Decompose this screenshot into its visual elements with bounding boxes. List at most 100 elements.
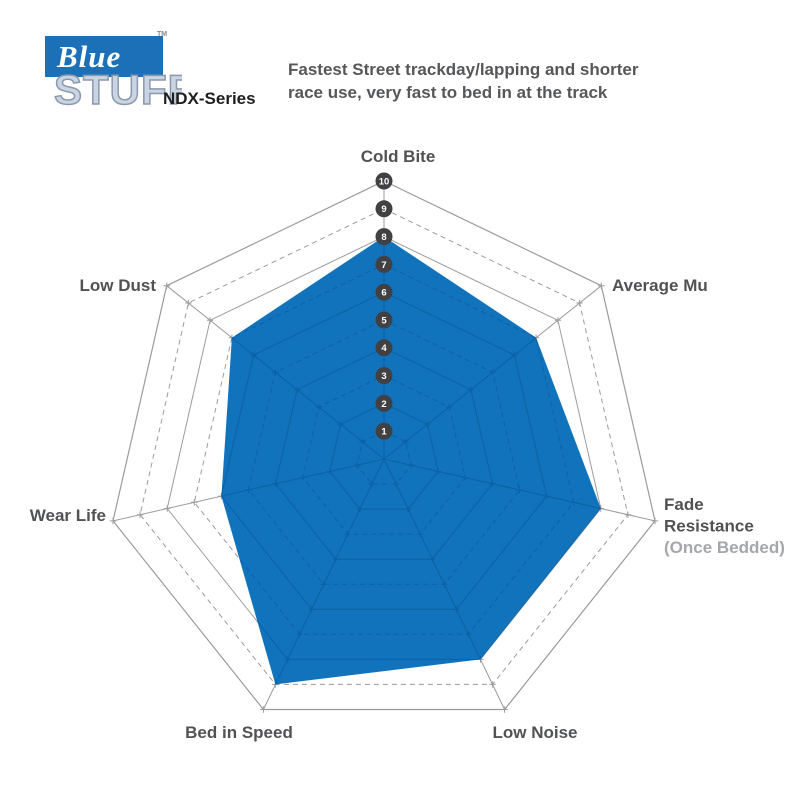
ring-tick-cross [489,369,496,376]
radar-ring [247,319,521,585]
ring-tick-cross [191,499,198,506]
axis-label: Bed in Speed [185,723,293,742]
description-line-2: race use, very fast to bed in at the tra… [288,83,608,102]
ring-tick-cross [435,468,442,475]
scale-circle [375,311,393,329]
product-description: Fastest Street trackday/lapping and shor… [288,58,728,104]
ring-tick-cross [465,631,472,638]
radar-ring [221,291,548,610]
ring-tick-cross [320,581,327,588]
ring-tick-cross [516,486,523,494]
ring-tick-cross [272,369,279,376]
ring-tick-cross [337,421,344,428]
ring-tick-cross [489,681,496,688]
ring-tick-cross [453,606,460,613]
trademark-symbol: TM [157,31,168,38]
scale-circle [375,422,393,440]
ring-tick-cross [353,462,361,469]
scale-circle [375,228,393,246]
ring-tick-cross [424,421,431,428]
axis-label: Low Dust [80,276,157,295]
ring-tick-cross [299,474,306,481]
ring-tick-cross [441,581,448,588]
ring-tick-cross [368,480,376,488]
scale-circle [375,367,393,385]
scale-number: 8 [381,232,386,243]
logo-brand-bottom: STUFF [53,65,182,114]
axis-label: Wear Life [30,506,106,525]
scale-number: 10 [379,176,390,187]
ring-tick-cross [392,480,400,488]
axis-label: Low Noise [492,723,577,742]
ring-tick-cross [356,505,364,513]
logo-brand-top: Blue [57,39,122,74]
radar-ring [329,402,439,510]
radar-ring [139,208,629,685]
ring-tick-cross [206,317,214,324]
ring-tick-cross [597,505,601,512]
ring-tick-cross [429,556,436,563]
ring-tick-cross [260,706,267,713]
ring-tick-cross [163,282,170,289]
ring-tick-cross [245,486,252,494]
data-polygon [221,236,601,685]
axis-labels: Cold Bite Average Mu Fade Resistance (Once B… [30,147,785,742]
ring-tick-cross [308,606,315,613]
scale-number: 9 [381,204,386,215]
ring-tick-cross [272,480,279,487]
scale-number: 6 [381,288,386,299]
ring-tick-cross [624,511,632,518]
scale-circle [375,255,393,273]
ring-tick-cross [407,462,415,469]
ring-tick-cross [598,282,605,289]
ring-tick-cross [402,438,409,445]
ring-tick-cross [489,480,496,487]
ring-tick-cross [332,556,339,563]
bluestuff-logo: Blue TM STUFF NDX-Series [0,0,300,130]
scale-markers: 1 2 3 4 5 6 7 8 9 10 [375,172,393,440]
ring-tick-cross [446,403,453,411]
ring-tick-cross [359,438,366,445]
ring-tick-cross [467,386,475,393]
ring-tick-cross [462,474,469,481]
radar-ring [356,430,412,485]
scale-number: 4 [381,343,387,354]
axis-label: Fade [664,495,704,514]
radar-ring [275,347,493,560]
logo-brand-bottom-text: STUFF [54,66,182,113]
scale-number: 2 [381,399,386,410]
scale-circle [375,394,393,412]
ring-tick-cross [250,351,257,359]
ring-tick-cross [185,299,192,307]
scale-number: 5 [381,315,387,326]
ring-tick-cross [543,492,550,500]
scale-circle [375,172,393,190]
ring-tick-cross [315,403,322,411]
ring-tick-cross [651,517,659,525]
logo-blue-box: Blue [45,36,163,77]
ring-tick-cross [326,468,333,475]
axis-label: Average Mu [612,276,708,295]
scale-circle [375,200,393,218]
logo-series-label: NDX-Series [163,89,256,108]
ring-tick-cross [109,517,117,525]
scale-circle [375,283,393,301]
ring-tick-cross [344,530,351,538]
radar-ring [302,375,466,535]
axis-label: Cold Bite [361,147,436,166]
ring-tick-cross [417,530,424,538]
ring-tick-cross [164,505,171,512]
scale-number: 7 [381,260,386,271]
ring-tick-cross [284,656,291,663]
ring-tick-cross [570,499,577,506]
ring-tick-cross [404,505,412,513]
ring-tick-cross [554,317,562,324]
ring-tick-cross [511,351,518,359]
axis-label: Resistance [664,517,754,536]
scale-number: 3 [381,371,386,382]
radar-ring [193,263,575,635]
ring-tick-cross [293,386,301,393]
scale-circle [375,339,393,357]
